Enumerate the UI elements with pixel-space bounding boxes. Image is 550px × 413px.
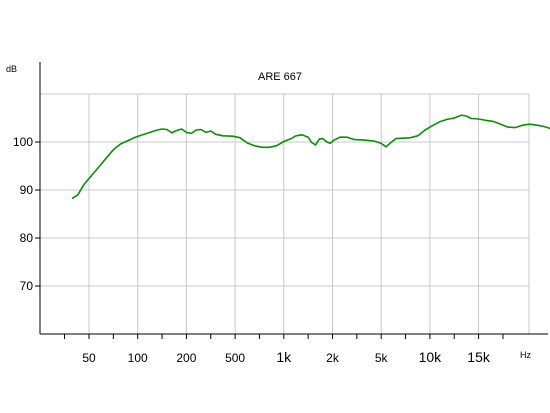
axes	[35, 62, 548, 339]
x-axis-unit-label: Hz	[520, 350, 531, 360]
y-tick-label: 90	[20, 183, 34, 197]
x-tick-label: 100	[128, 351, 148, 365]
tick-labels: 70 80 90 100 50 100 200 500 1k 2k 5k 10k 15k	[13, 135, 491, 365]
x-tick-label: 10k	[419, 349, 443, 365]
series-layer	[71, 114, 550, 200]
x-tick-label: 200	[176, 351, 196, 365]
x-tick-label: 5k	[375, 351, 389, 365]
x-tick-label: 15k	[467, 349, 491, 365]
x-tick-label: 500	[225, 351, 245, 365]
chart-title: ARE 667	[258, 71, 302, 83]
y-tick-label: 80	[20, 231, 34, 245]
y-axis-unit-label: dB	[6, 64, 17, 74]
x-tick-label: 50	[82, 351, 96, 365]
y-tick-label: 100	[13, 135, 33, 149]
y-tick-label: 70	[20, 279, 34, 293]
grid-lines	[40, 93, 530, 334]
x-tick-label: 1k	[276, 349, 292, 365]
x-tick-label: 2k	[326, 351, 340, 365]
response-curve-line	[71, 114, 550, 200]
